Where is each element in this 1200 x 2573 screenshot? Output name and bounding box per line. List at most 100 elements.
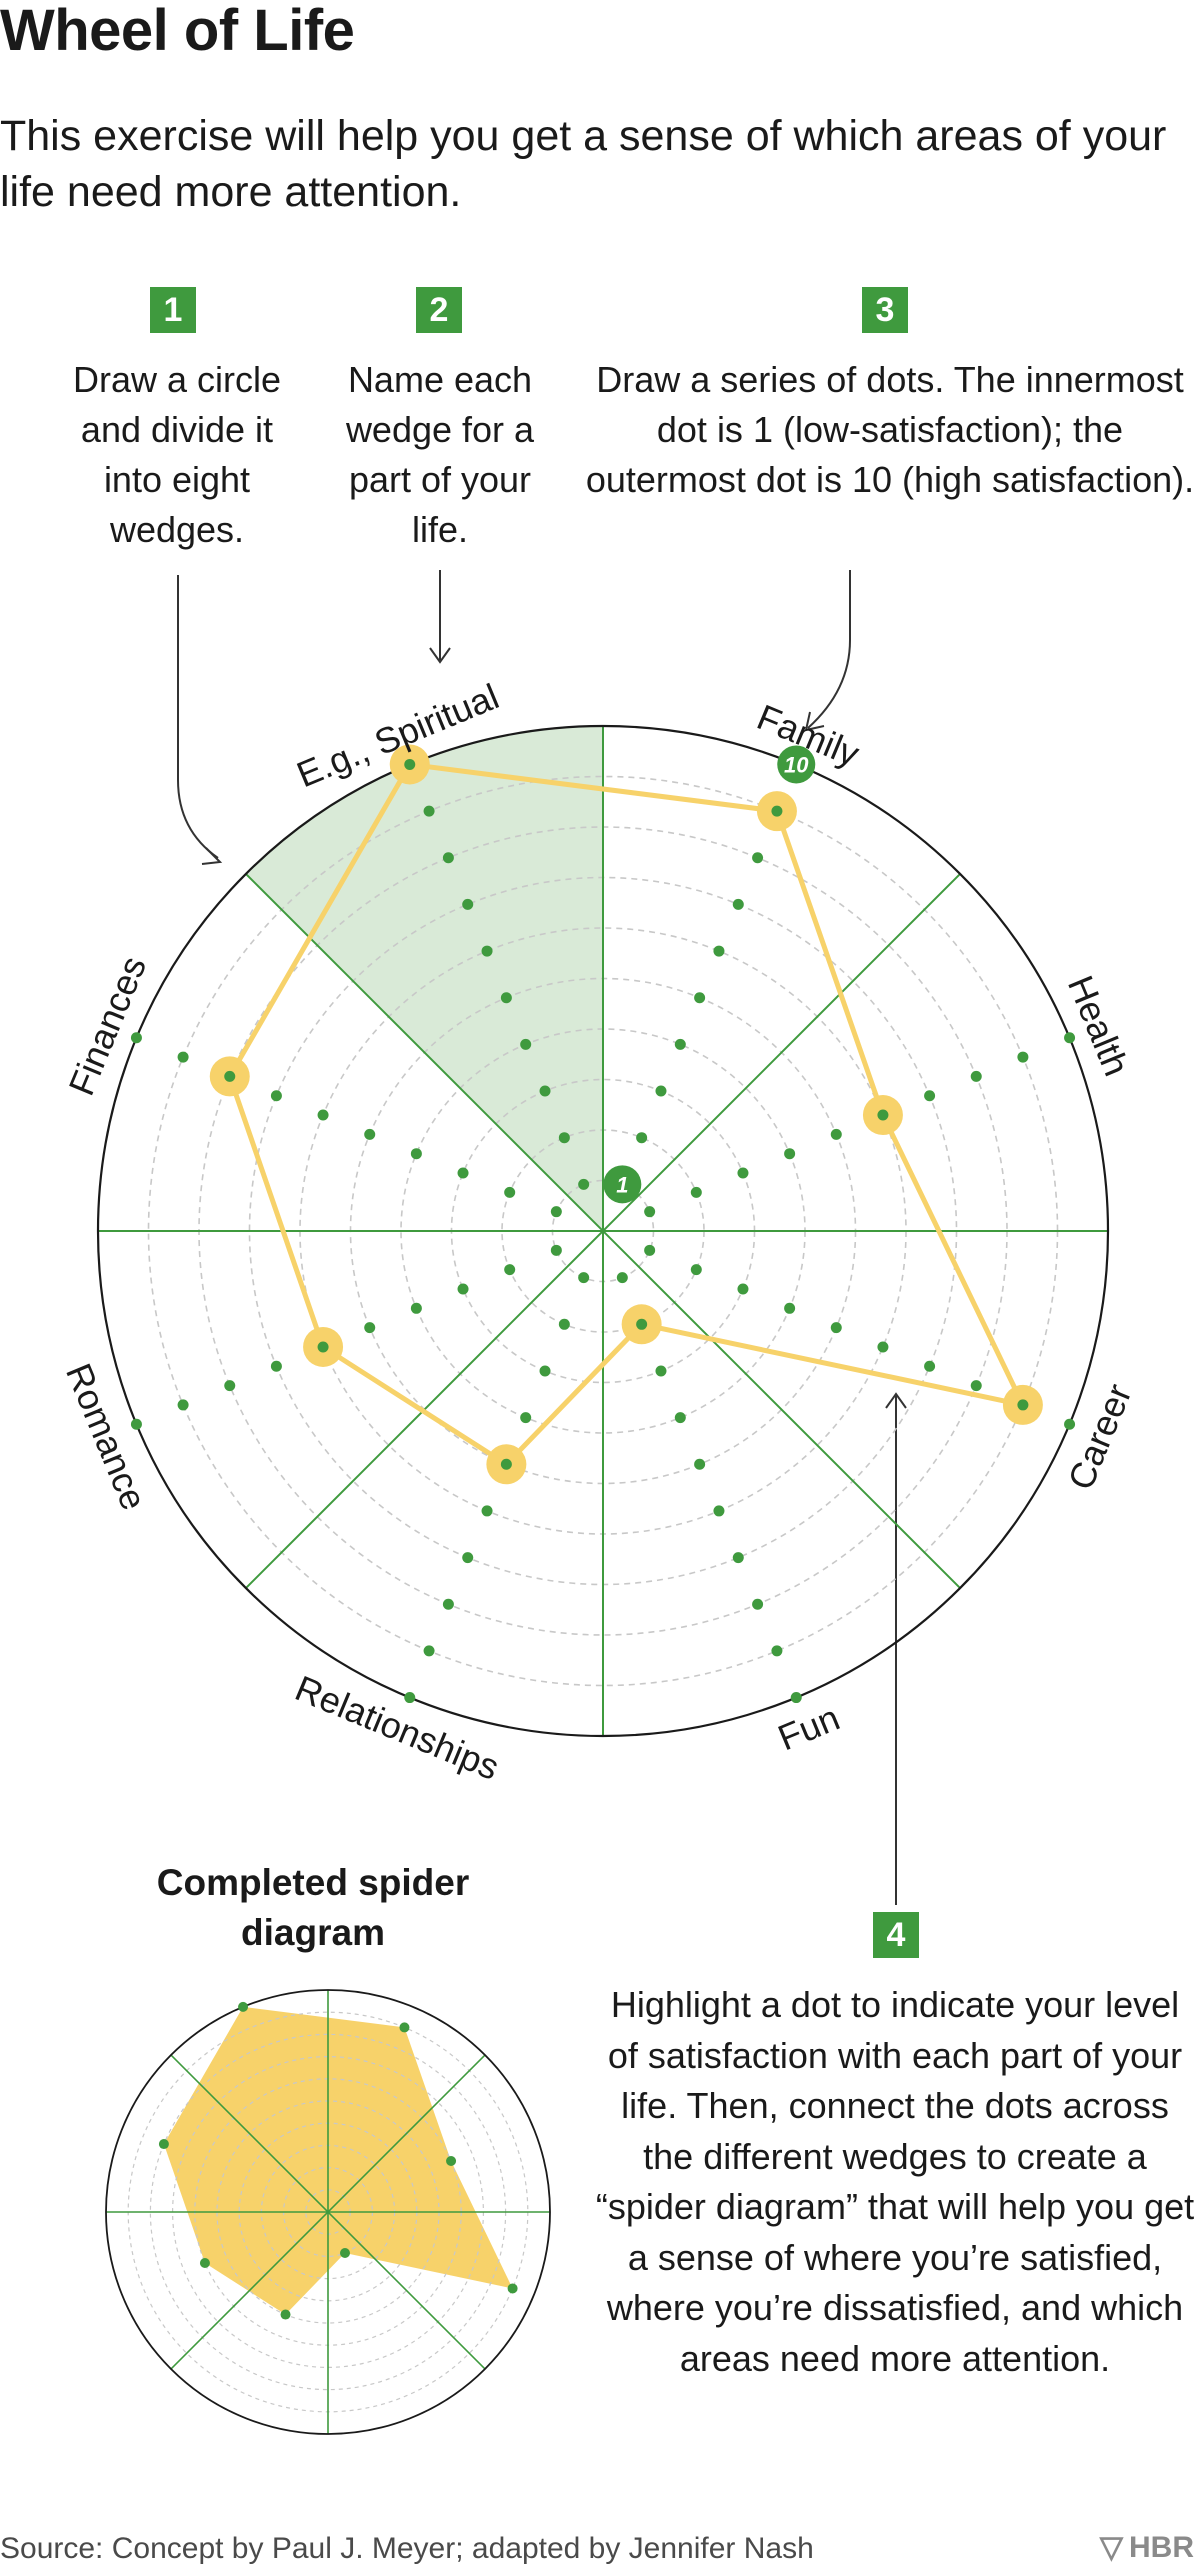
dot-family-7 (732, 898, 744, 910)
step-4-badge: 4 (873, 1912, 919, 1958)
dot-romance-5 (364, 1322, 376, 1334)
dot-career-4 (784, 1302, 796, 1314)
step-3-badge: 3 (862, 287, 908, 333)
wedge-label-finances: Finances (60, 950, 154, 1101)
brand-logo: ▽ HBR (1100, 2530, 1194, 2566)
dot-career-7 (924, 1360, 936, 1372)
dot-fun-7 (732, 1552, 744, 1564)
dot-health-1 (644, 1206, 656, 1218)
dot-finances-1 (550, 1206, 562, 1218)
dot-fun-8 (752, 1598, 764, 1610)
dot-family-9 (771, 805, 783, 817)
dot-family-5 (694, 992, 706, 1004)
dot-career-1 (644, 1244, 656, 1256)
dot-fun-9 (771, 1645, 783, 1657)
dot-romance-1 (550, 1244, 562, 1256)
dot-health-7 (924, 1090, 936, 1102)
dot-e-g-spiritual-1 (578, 1178, 590, 1190)
mini-dot-family (399, 2022, 410, 2033)
shield-icon: ▽ (1099, 2531, 1123, 2564)
dot-family-6 (713, 945, 725, 957)
dot-romance-6 (317, 1341, 329, 1353)
brand-name: HBR (1129, 2531, 1194, 2564)
dot-relationships-10 (404, 1692, 416, 1704)
dot-family-8 (752, 852, 764, 864)
dot-finances-9 (177, 1051, 189, 1063)
step-4-text: Highlight a dot to indicate your level o… (595, 1984, 1195, 2379)
dot-fun-1 (616, 1272, 628, 1284)
dot-e-g-spiritual-7 (462, 898, 474, 910)
dot-family-4 (674, 1038, 686, 1050)
outer-circle (96, 724, 1110, 1738)
dot-e-g-spiritual-2 (558, 1132, 570, 1144)
dot-finances-6 (317, 1109, 329, 1121)
step-2-arrowhead (429, 647, 451, 664)
dot-health-10 (1064, 1032, 1076, 1044)
dot-e-g-spiritual-3 (539, 1085, 551, 1097)
dot-health-3 (737, 1167, 749, 1179)
dot-career-10 (1064, 1418, 1076, 1430)
step-arrows (177, 570, 907, 1905)
dot-e-g-spiritual-6 (481, 945, 493, 957)
wedge-label-career: Career (1060, 1378, 1140, 1495)
dot-family-3 (655, 1085, 667, 1097)
wedge-divider (245, 873, 961, 1589)
dot-career-9 (1017, 1399, 1029, 1411)
dot-career-3 (737, 1283, 749, 1295)
dot-career-2 (690, 1264, 702, 1276)
outer-circle (105, 1989, 551, 2435)
mini-dot-finances (158, 2139, 169, 2150)
dot-fun-2 (636, 1318, 648, 1330)
scale-min-marker (603, 1165, 642, 1204)
wedge-label-romance: Romance (58, 1358, 155, 1516)
step-1-badge: 1 (150, 287, 196, 333)
dot-health-2 (690, 1186, 702, 1198)
dot-romance-4 (410, 1302, 422, 1314)
dot-fun-6 (713, 1505, 725, 1517)
step-2-text: Name each wedge for a part of your life. (345, 359, 535, 550)
scale-max-marker (777, 745, 816, 784)
dot-relationships-5 (500, 1458, 512, 1470)
dot-relationships-6 (481, 1505, 493, 1517)
dot-health-8 (970, 1070, 982, 1082)
dot-career-5 (830, 1322, 842, 1334)
dot-finances-5 (364, 1128, 376, 1140)
dot-health-6 (877, 1109, 889, 1121)
dot-finances-7 (270, 1090, 282, 1102)
completed-spider-diagram (105, 1989, 551, 2435)
dot-romance-7 (270, 1360, 282, 1372)
dot-romance-8 (224, 1380, 236, 1392)
dot-finances-2 (504, 1186, 516, 1198)
page-title: Wheel of Life (0, 0, 355, 63)
subtitle: This exercise will help you get a sense … (0, 112, 1167, 216)
dot-romance-2 (504, 1264, 516, 1276)
step-1-arrowhead (201, 847, 223, 865)
dot-romance-10 (130, 1418, 142, 1430)
step-3-arrowhead (804, 711, 825, 732)
mini-dot-romance (199, 2257, 210, 2268)
mini-dot-fun (339, 2248, 350, 2259)
mini-dot-e-g-spiritual (238, 2001, 249, 2012)
scale-min-marker-label: 1 (616, 1172, 628, 1197)
dot-e-g-spiritual-9 (423, 805, 435, 817)
dot-fun-5 (694, 1458, 706, 1470)
scale-max-marker-label: 10 (784, 752, 809, 777)
dot-relationships-4 (520, 1412, 532, 1424)
wedge-label-relationships: Relationships (290, 1667, 505, 1788)
dot-relationships-7 (462, 1552, 474, 1564)
dot-health-5 (830, 1128, 842, 1140)
dot-relationships-9 (423, 1645, 435, 1657)
highlighted-wedge (245, 726, 603, 1231)
wedge-divider (170, 2054, 486, 2370)
mini-dot-health (446, 2156, 457, 2167)
dot-relationships-1 (578, 1272, 590, 1284)
dot-family-2 (636, 1132, 648, 1144)
source-note: Source: Concept by Paul J. Meyer; adapte… (0, 2532, 814, 2565)
dot-relationships-8 (442, 1598, 454, 1610)
spider-area (163, 2006, 513, 2315)
dot-e-g-spiritual-4 (520, 1038, 532, 1050)
completed-diagram-title: Completed spider diagram (156, 1862, 470, 1953)
step-3-text: Draw a series of dots. The innermost dot… (585, 359, 1195, 500)
dot-e-g-spiritual-8 (442, 852, 454, 864)
